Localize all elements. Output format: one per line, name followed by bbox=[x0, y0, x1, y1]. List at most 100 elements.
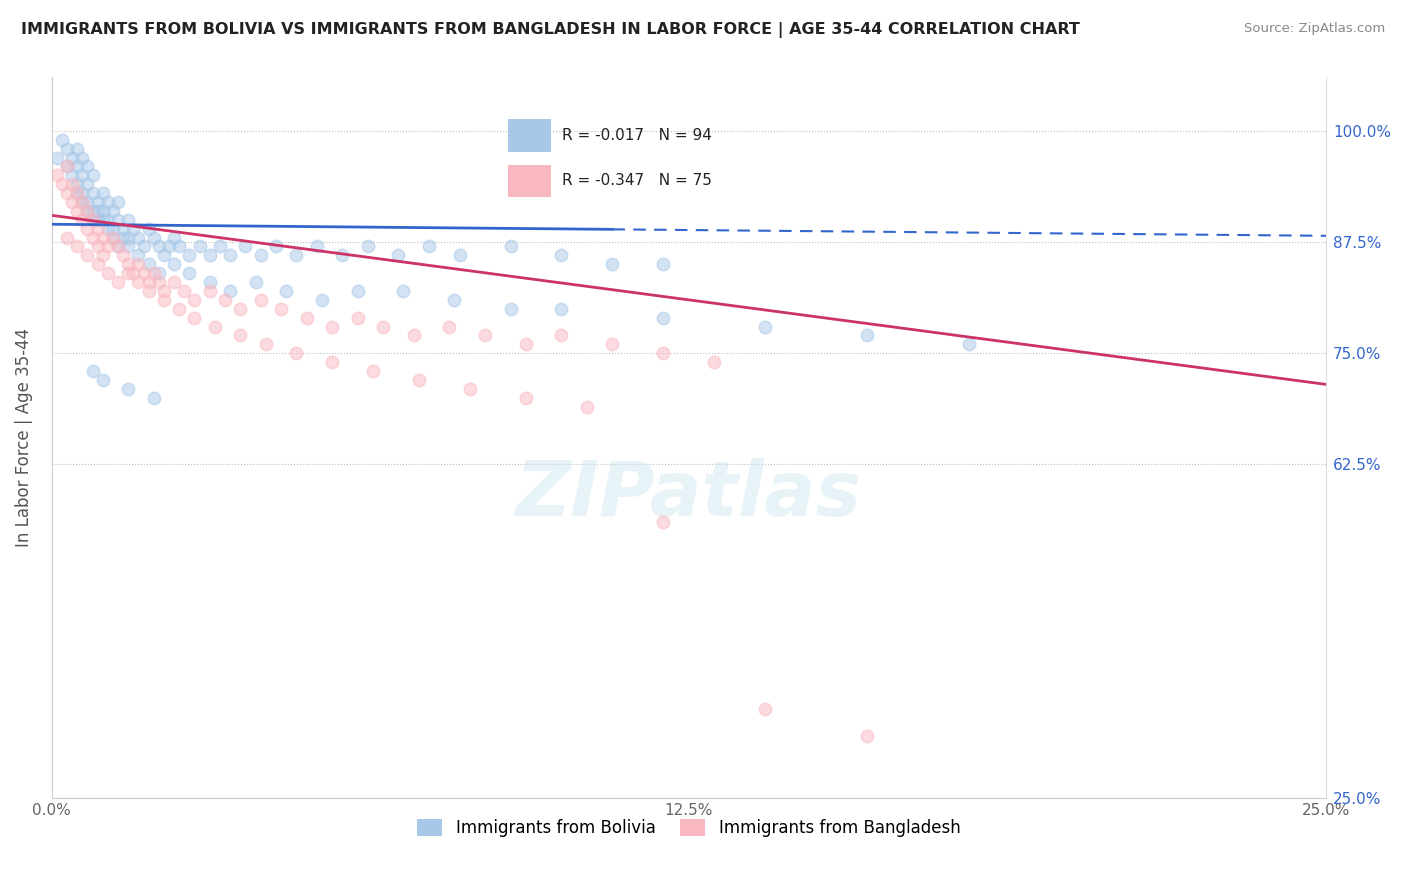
Point bbox=[321, 319, 343, 334]
Point bbox=[56, 142, 79, 156]
Point bbox=[86, 221, 108, 235]
Point bbox=[122, 221, 145, 235]
Point bbox=[76, 160, 98, 174]
Point bbox=[86, 194, 108, 209]
Point bbox=[86, 203, 108, 218]
Point bbox=[142, 230, 165, 244]
Point bbox=[76, 194, 98, 209]
Point bbox=[45, 151, 67, 165]
Point bbox=[575, 400, 598, 414]
Point bbox=[127, 257, 149, 271]
Point bbox=[295, 310, 318, 325]
Point bbox=[66, 142, 89, 156]
Point bbox=[361, 364, 384, 378]
Point bbox=[652, 310, 675, 325]
Point bbox=[107, 275, 129, 289]
Point bbox=[97, 194, 120, 209]
Point bbox=[856, 729, 879, 743]
Point bbox=[66, 178, 89, 192]
Point bbox=[249, 293, 271, 307]
Point bbox=[76, 203, 98, 218]
Point bbox=[285, 248, 308, 262]
Point bbox=[107, 239, 129, 253]
Point bbox=[198, 284, 221, 298]
Point bbox=[107, 194, 129, 209]
Point bbox=[107, 239, 129, 253]
Point bbox=[112, 230, 135, 244]
Point bbox=[235, 239, 257, 253]
Point bbox=[82, 230, 104, 244]
Point bbox=[127, 248, 149, 262]
Point bbox=[703, 355, 725, 369]
Point bbox=[550, 301, 572, 316]
Point bbox=[357, 239, 380, 253]
Point bbox=[148, 239, 170, 253]
Point bbox=[66, 186, 89, 200]
Point bbox=[418, 239, 440, 253]
Point bbox=[51, 133, 73, 147]
Point bbox=[117, 212, 139, 227]
Point bbox=[550, 328, 572, 343]
Point bbox=[402, 328, 425, 343]
Point bbox=[142, 391, 165, 405]
Point bbox=[117, 239, 139, 253]
Y-axis label: In Labor Force | Age 35-44: In Labor Force | Age 35-44 bbox=[15, 328, 32, 548]
Point bbox=[56, 230, 79, 244]
Point bbox=[856, 328, 879, 343]
Point bbox=[82, 212, 104, 227]
Point bbox=[270, 301, 292, 316]
Point bbox=[387, 248, 409, 262]
Point bbox=[91, 373, 114, 387]
Point bbox=[219, 284, 242, 298]
Point bbox=[163, 230, 186, 244]
Point bbox=[163, 275, 186, 289]
Point bbox=[515, 391, 537, 405]
Legend: Immigrants from Bolivia, Immigrants from Bangladesh: Immigrants from Bolivia, Immigrants from… bbox=[411, 813, 967, 844]
Point bbox=[91, 186, 114, 200]
Point bbox=[183, 293, 205, 307]
Point bbox=[97, 221, 120, 235]
Point bbox=[76, 203, 98, 218]
Point bbox=[76, 221, 98, 235]
Point bbox=[101, 221, 124, 235]
Point bbox=[346, 310, 368, 325]
Point bbox=[76, 178, 98, 192]
Point bbox=[112, 221, 135, 235]
Point bbox=[474, 328, 496, 343]
Point bbox=[392, 284, 415, 298]
Point bbox=[127, 230, 149, 244]
Point bbox=[142, 266, 165, 280]
Point bbox=[72, 151, 94, 165]
Point bbox=[439, 319, 461, 334]
Point bbox=[321, 355, 343, 369]
Point bbox=[219, 248, 242, 262]
Point bbox=[515, 337, 537, 351]
Point bbox=[408, 373, 430, 387]
Point bbox=[82, 212, 104, 227]
Point bbox=[117, 257, 139, 271]
Point bbox=[101, 203, 124, 218]
Point bbox=[82, 203, 104, 218]
Point bbox=[550, 248, 572, 262]
Text: Source: ZipAtlas.com: Source: ZipAtlas.com bbox=[1244, 22, 1385, 36]
Point bbox=[72, 194, 94, 209]
Point bbox=[66, 239, 89, 253]
Point bbox=[107, 212, 129, 227]
Point bbox=[91, 230, 114, 244]
Point bbox=[602, 337, 624, 351]
Point bbox=[330, 248, 353, 262]
Point bbox=[229, 301, 252, 316]
Point bbox=[101, 230, 124, 244]
Point bbox=[153, 248, 176, 262]
Point bbox=[66, 186, 89, 200]
Point bbox=[305, 239, 328, 253]
Point bbox=[652, 516, 675, 530]
Point bbox=[652, 257, 675, 271]
Point bbox=[179, 266, 201, 280]
Point bbox=[66, 203, 89, 218]
Point bbox=[82, 364, 104, 378]
Point bbox=[148, 266, 170, 280]
Point bbox=[86, 257, 108, 271]
Point bbox=[101, 230, 124, 244]
Point bbox=[82, 169, 104, 183]
